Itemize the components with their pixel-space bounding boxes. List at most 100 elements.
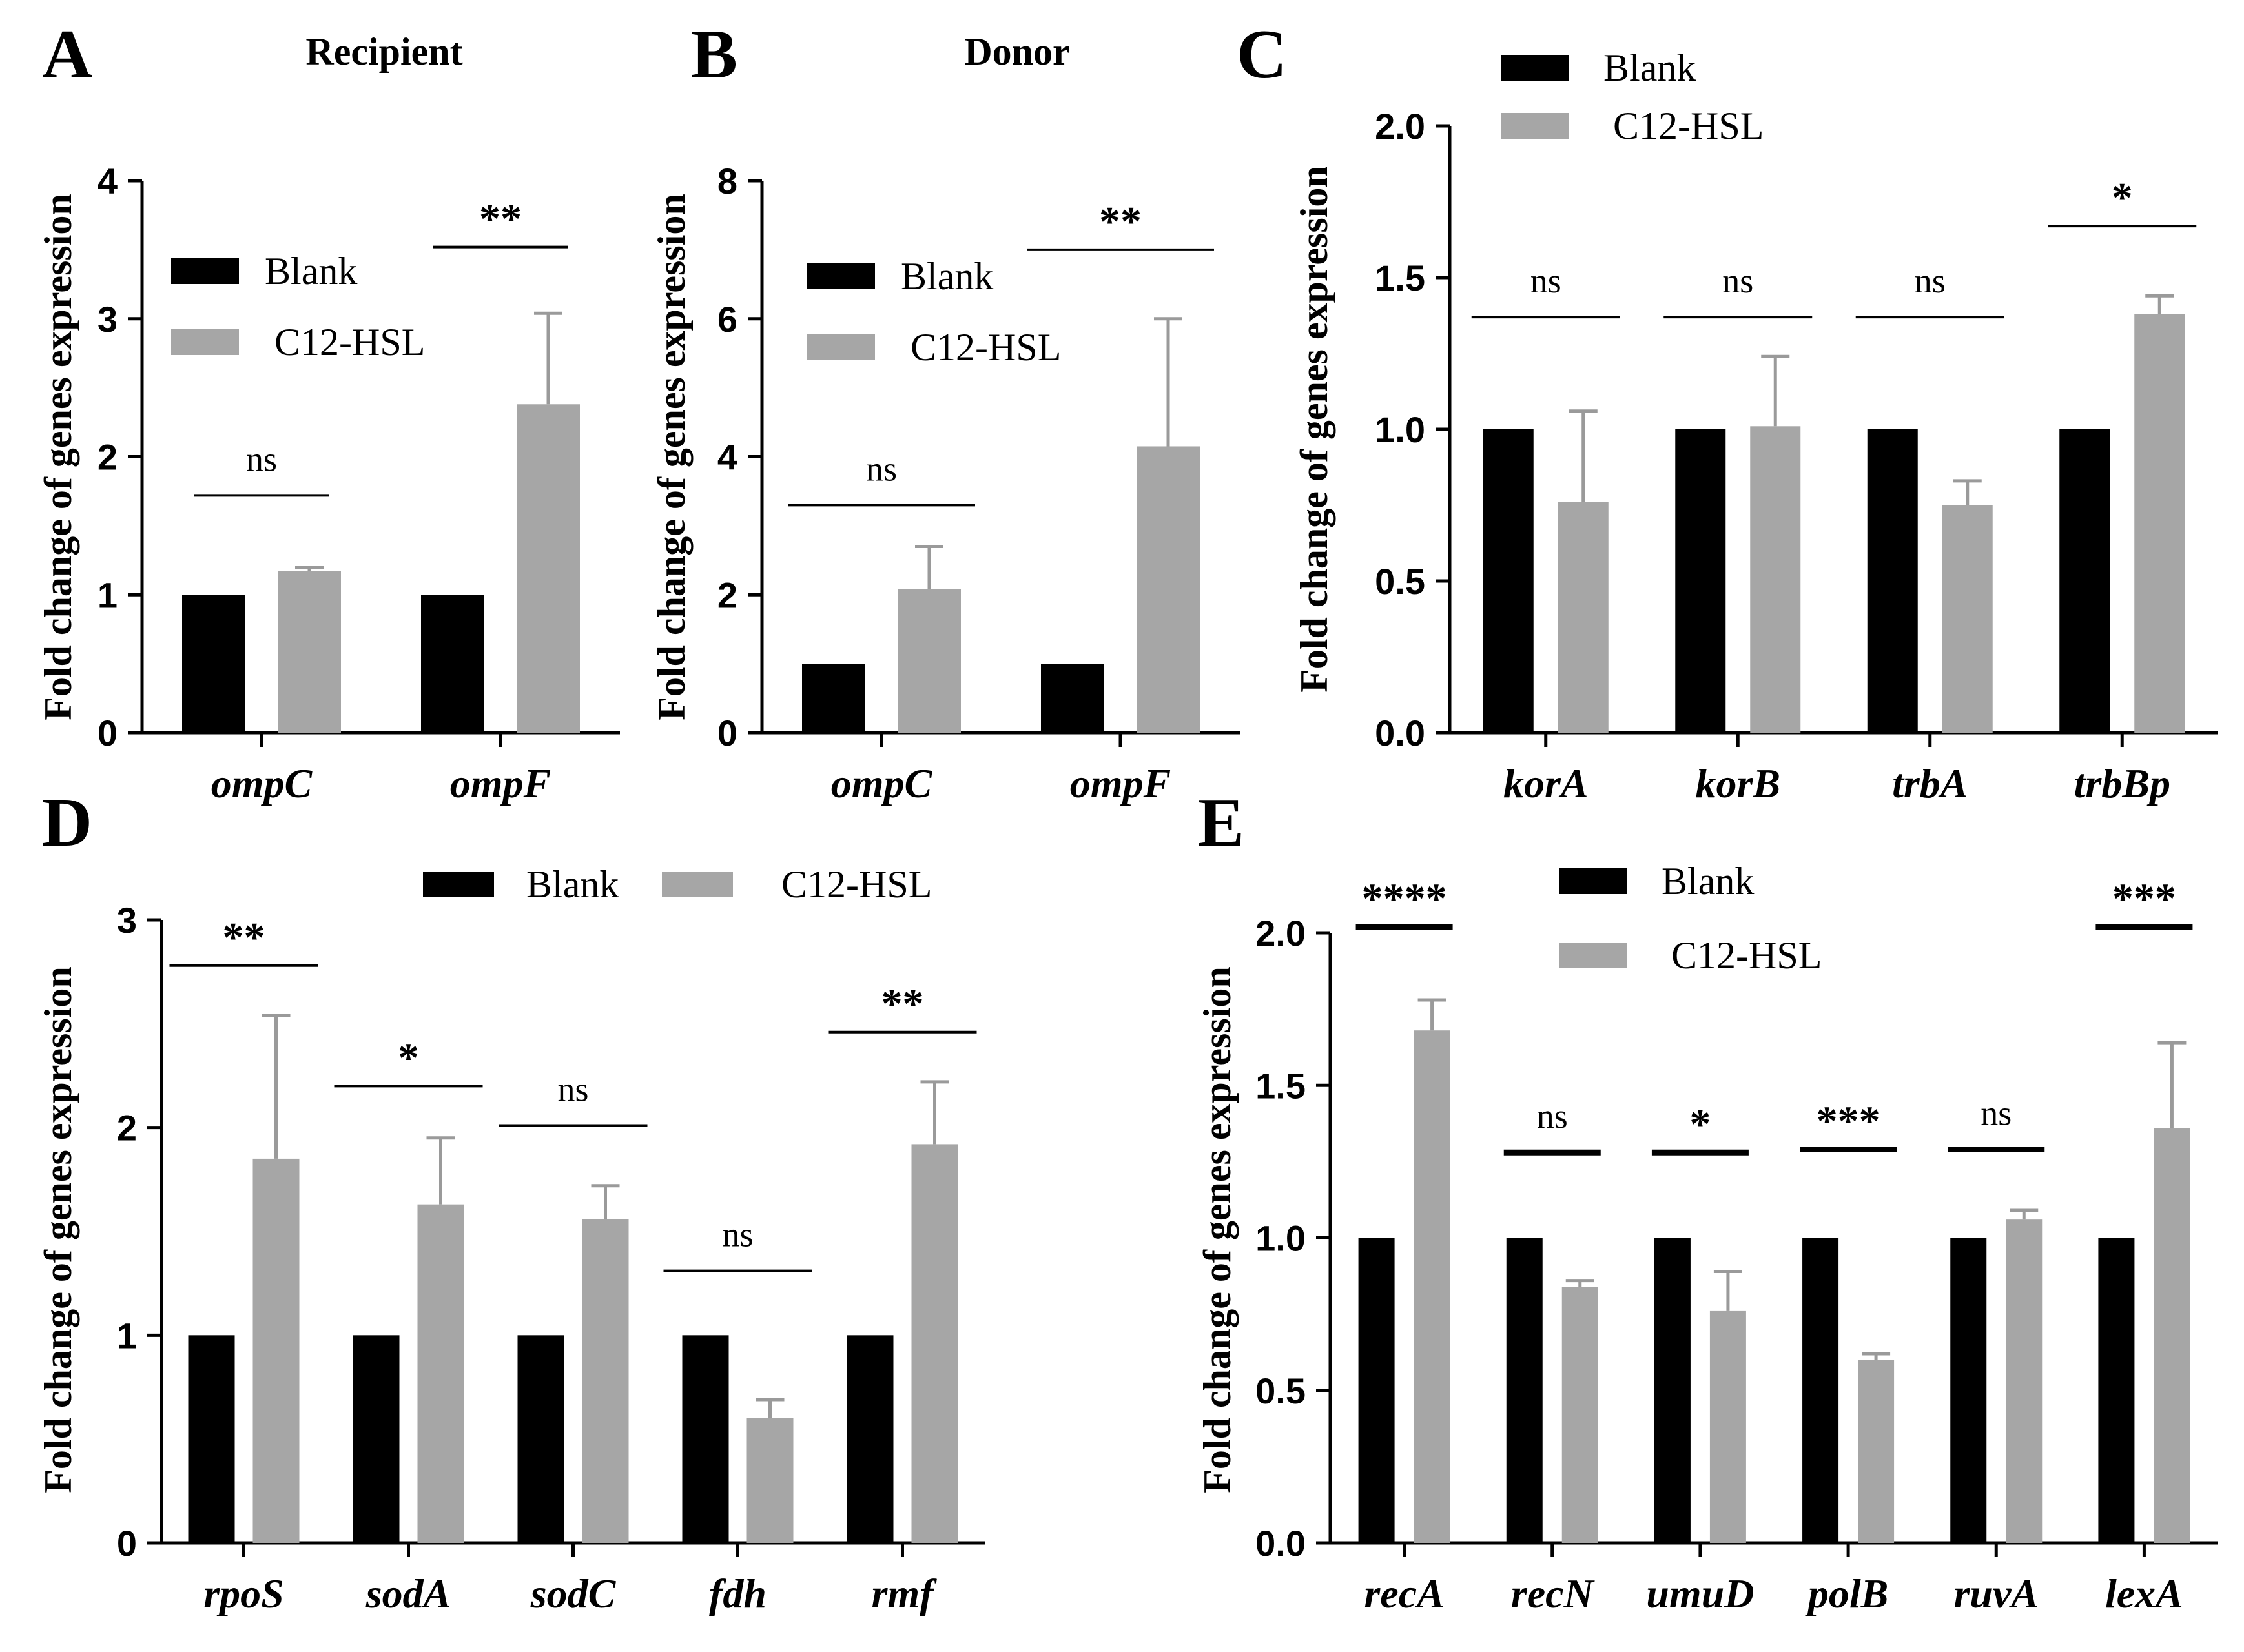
y-tick-label: 1.5 <box>1255 1065 1306 1106</box>
bar-blank-ompF <box>1041 664 1104 733</box>
x-tick-label-umuD: umuD <box>1646 1571 1754 1616</box>
legend-label-c12hsl: C12-HSL <box>274 321 425 363</box>
bar-c12hsl-korB <box>1750 426 1801 733</box>
y-tick-label: 1 <box>117 1315 137 1356</box>
bar-blank-korA <box>1483 429 1534 733</box>
bar-c12hsl-korA <box>1558 502 1609 733</box>
y-tick-label: 2 <box>98 437 118 478</box>
bar-blank-ompC <box>182 595 245 733</box>
y-tick-label: 1.5 <box>1375 258 1425 298</box>
x-tick-label-recA: recA <box>1364 1571 1444 1616</box>
x-tick-label-ruvA: ruvA <box>1953 1571 2039 1616</box>
significance-label: ** <box>1099 198 1142 245</box>
bar-c12hsl-sodA <box>417 1204 464 1543</box>
panel-letter: D <box>42 784 92 861</box>
legend-label-blank: Blank <box>1603 46 1696 89</box>
panel-E: E Fold change of genes expression 0.0 0.5 1.… <box>1196 784 2218 1616</box>
y-axis-label: Fold change of genes expression <box>650 194 693 720</box>
significance-label: ns <box>246 440 277 478</box>
legend-swatch-c12hsl <box>1501 113 1569 139</box>
y-tick-label: 2.0 <box>1255 913 1306 953</box>
y-tick-label: 4 <box>717 437 737 478</box>
bar-c12hsl-ompF <box>517 404 580 733</box>
significance-label: * <box>1689 1101 1711 1148</box>
bar-blank-sodA <box>353 1335 400 1543</box>
bar-c12hsl-ompC <box>898 589 961 733</box>
bar-blank-ompF <box>421 595 484 733</box>
significance-label: *** <box>1817 1097 1880 1145</box>
significance-label: **** <box>1362 875 1447 923</box>
bar-blank-lexA <box>2098 1238 2135 1543</box>
legend-swatch-blank <box>171 258 239 284</box>
bar-blank-rpoS <box>188 1335 235 1543</box>
bar-c12hsl-sodC <box>582 1219 629 1543</box>
bar-c12hsl-lexA <box>2154 1128 2190 1543</box>
bar-blank-trbBp <box>2059 429 2110 733</box>
y-tick-label: 6 <box>717 299 737 340</box>
bar-c12hsl-recA <box>1414 1030 1450 1543</box>
y-tick-label: 4 <box>98 161 118 201</box>
x-tick-label-polB: polB <box>1805 1571 1888 1616</box>
y-tick-label: 0.0 <box>1375 713 1425 753</box>
significance-label: ns <box>1915 261 1946 300</box>
legend-swatch-blank <box>423 872 494 897</box>
bar-blank-polB <box>1802 1238 1839 1543</box>
bar-blank-recN <box>1506 1238 1543 1543</box>
panel-letter: B <box>691 16 737 93</box>
y-tick-label: 0.5 <box>1375 561 1425 602</box>
significance-label: * <box>398 1034 419 1081</box>
bar-blank-umuD <box>1654 1238 1691 1543</box>
y-tick-label: 1.0 <box>1255 1218 1306 1259</box>
legend-swatch-c12hsl <box>662 872 733 897</box>
significance-label: *** <box>2112 875 2176 923</box>
panel-B: B Donor Fold change of genes expression 0 2 4… <box>650 16 1240 806</box>
significance-label: * <box>2112 174 2133 221</box>
bar-blank-sodC <box>517 1335 564 1543</box>
bar-c12hsl-recN <box>1561 1287 1598 1543</box>
y-axis-label: Fold change of genes expression <box>37 966 79 1493</box>
panel-C: C Fold change of genes expression 0.0 0.5 1.… <box>1237 16 2218 806</box>
x-tick-label-ompC: ompC <box>831 760 933 806</box>
y-tick-label: 0.5 <box>1255 1371 1306 1411</box>
y-tick-label: 3 <box>117 900 137 941</box>
legend-swatch-c12hsl <box>807 334 875 360</box>
bar-blank-fdh <box>682 1335 729 1543</box>
y-tick-label: 0 <box>717 713 737 753</box>
y-tick-label: 1.0 <box>1375 409 1425 450</box>
legend-swatch-blank <box>807 263 875 289</box>
legend-label-c12hsl: C12-HSL <box>911 326 1061 369</box>
significance-label: ns <box>1537 1097 1568 1136</box>
panel-A: A Recipient Fold change of genes expressio… <box>37 16 620 806</box>
x-tick-label-trbBp: trbBp <box>2074 760 2170 806</box>
panel-D: D Fold change of genes expression 0 1 2 3 rpoS… <box>37 784 985 1616</box>
legend-label-c12hsl: C12-HSL <box>1613 105 1764 147</box>
bar-c12hsl-umuD <box>1709 1310 1746 1543</box>
bar-c12hsl-polB <box>1858 1360 1895 1543</box>
significance-label: ** <box>223 914 265 961</box>
panel-letter: A <box>42 16 92 93</box>
significance-label: ns <box>722 1216 753 1254</box>
legend-swatch-c12hsl <box>1559 943 1627 968</box>
panel-letter: E <box>1198 784 1244 861</box>
bar-c12hsl-rmf <box>911 1144 958 1543</box>
y-tick-label: 8 <box>717 161 737 201</box>
bar-blank-trbA <box>1867 429 1918 733</box>
bar-c12hsl-ruvA <box>2006 1219 2043 1543</box>
significance-label: ns <box>1722 261 1753 300</box>
y-axis-label: Fold change of genes expression <box>37 194 79 720</box>
bar-blank-ruvA <box>1950 1238 1987 1543</box>
significance-label: ns <box>866 449 897 488</box>
panel-letter: C <box>1237 16 1287 93</box>
x-tick-label-ompC: ompC <box>211 760 313 806</box>
panel-title: Donor <box>964 30 1069 73</box>
bar-c12hsl-rpoS <box>252 1158 300 1543</box>
y-tick-label: 2 <box>717 575 737 615</box>
y-tick-label: 3 <box>98 299 118 340</box>
y-axis-label: Fold change of genes expression <box>1293 166 1335 693</box>
bar-c12hsl-trbA <box>1942 505 1993 733</box>
significance-label: ns <box>557 1070 588 1108</box>
x-tick-label-sodA: sodA <box>365 1571 451 1616</box>
x-tick-label-korB: korB <box>1695 760 1780 806</box>
x-tick-label-korA: korA <box>1503 760 1589 806</box>
x-tick-label-sodC: sodC <box>530 1571 617 1616</box>
